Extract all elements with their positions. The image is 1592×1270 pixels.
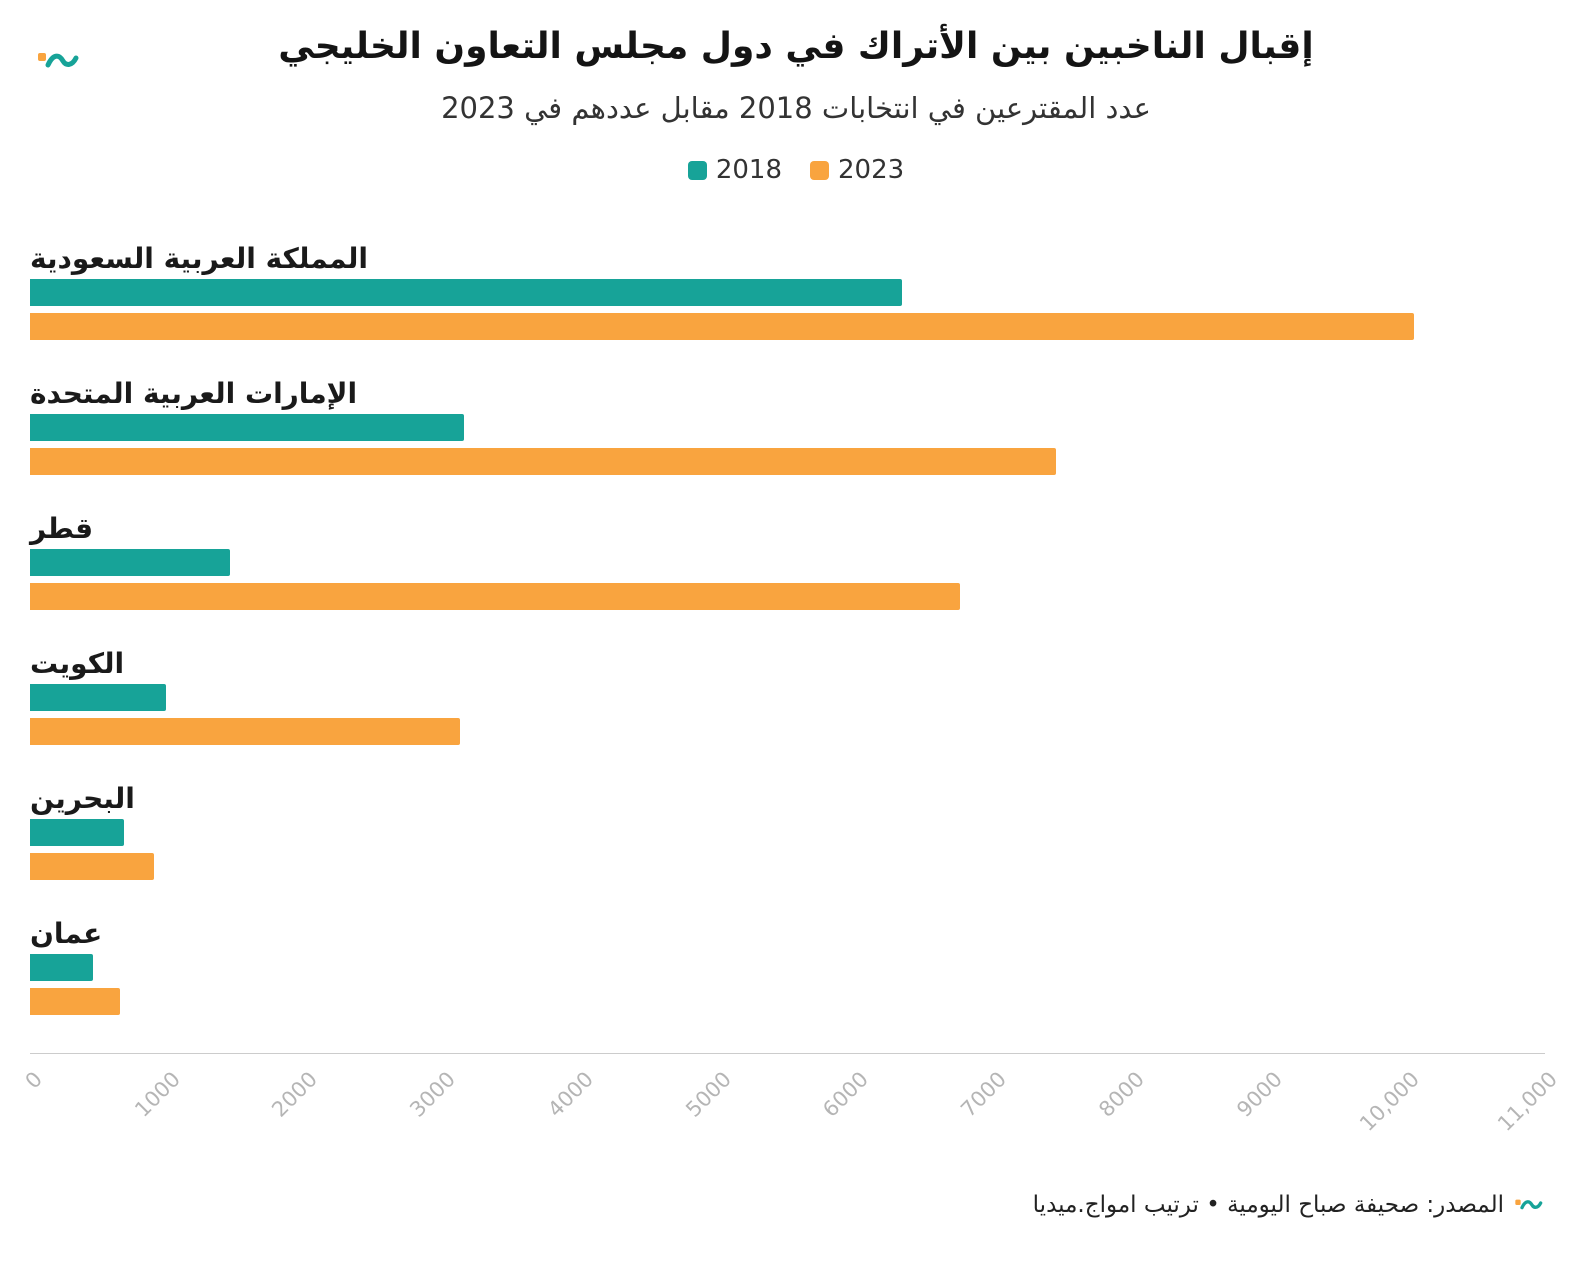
bar-2023 bbox=[30, 853, 154, 880]
x-tick-label: 2000 bbox=[267, 1067, 322, 1122]
bar-2018 bbox=[30, 549, 230, 576]
bar-2023 bbox=[30, 718, 460, 745]
amwaj-wave-icon bbox=[38, 53, 79, 68]
bar-group: الكويت bbox=[30, 648, 1545, 783]
x-tick-label: 1000 bbox=[130, 1067, 185, 1122]
bar-groups: المملكة العربية السعودية الإمارات العربية… bbox=[30, 243, 1545, 1053]
category-label: البحرين bbox=[30, 782, 135, 815]
x-tick-label: 0 bbox=[20, 1067, 47, 1094]
category-label: الكويت bbox=[30, 647, 125, 680]
bar-2023 bbox=[30, 988, 120, 1015]
bar-group: المملكة العربية السعودية bbox=[30, 243, 1545, 378]
category-label: قطر bbox=[30, 512, 94, 545]
legend-label: 2018 bbox=[715, 155, 782, 185]
x-axis: 0 1000 2000 3000 4000 5000 6000 7000 8000 9000 10,… bbox=[21, 1053, 1562, 1168]
bar-2018 bbox=[30, 414, 464, 441]
x-axis-line bbox=[30, 1053, 1545, 1054]
legend-item-2018: 2018 bbox=[687, 155, 782, 185]
x-tick-label: 7000 bbox=[956, 1067, 1011, 1122]
legend-swatch bbox=[687, 160, 707, 180]
x-tick-label: 9000 bbox=[1232, 1067, 1287, 1122]
bar-2018 bbox=[30, 684, 166, 711]
bar-2023 bbox=[30, 313, 1414, 340]
x-tick-label: 6000 bbox=[818, 1067, 873, 1122]
amwaj-footer-logo bbox=[1514, 1196, 1546, 1214]
x-tick-label: 5000 bbox=[681, 1067, 736, 1122]
chart-title: إقبال الناخبين بين الأتراك في دول مجلس ا… bbox=[278, 26, 1314, 67]
legend-swatch bbox=[810, 160, 829, 180]
amwaj-wave-icon bbox=[1515, 1199, 1543, 1210]
category-label: المملكة العربية السعودية bbox=[30, 242, 368, 275]
bar-group: قطر bbox=[30, 513, 1545, 648]
x-tick-label: 3000 bbox=[405, 1067, 460, 1122]
bar-2018 bbox=[30, 819, 124, 846]
bar-2018 bbox=[30, 954, 93, 981]
legend: 2018 2023 bbox=[0, 155, 1592, 185]
category-label: الإمارات العربية المتحدة bbox=[30, 377, 358, 410]
bar-2023 bbox=[30, 448, 1056, 475]
source-text: المصدر: صحيفة صباح اليومية • ترتيب امواج… bbox=[1032, 1192, 1504, 1218]
legend-item-2023: 2023 bbox=[810, 155, 904, 185]
category-label: عمان bbox=[30, 917, 103, 950]
bar-chart: المملكة العربية السعودية الإمارات العربية… bbox=[21, 243, 1562, 1168]
bar-2023 bbox=[30, 583, 960, 610]
bar-2018 bbox=[30, 279, 902, 306]
bar-group: عمان bbox=[30, 918, 1545, 1053]
amwaj-logo bbox=[36, 48, 84, 78]
x-tick-label: 4000 bbox=[543, 1067, 598, 1122]
x-tick-label: 11,000 bbox=[1493, 1067, 1562, 1136]
bar-group: الإمارات العربية المتحدة bbox=[30, 378, 1545, 513]
chart-subtitle: عدد المقترعين في انتخابات 2018 مقابل عدد… bbox=[441, 91, 1151, 125]
source-note: المصدر: صحيفة صباح اليومية • ترتيب امواج… bbox=[1033, 1192, 1546, 1218]
legend-label: 2023 bbox=[838, 155, 905, 185]
bar-group: البحرين bbox=[30, 783, 1545, 918]
x-tick-label: 10,000 bbox=[1355, 1067, 1424, 1136]
x-tick-label: 8000 bbox=[1094, 1067, 1149, 1122]
